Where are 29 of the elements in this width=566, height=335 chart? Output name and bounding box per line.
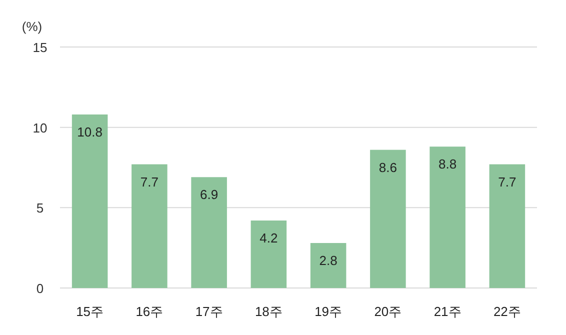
bar [310,243,346,288]
data-label: 8.8 [438,156,457,172]
y-tick-label: 10 [32,120,48,136]
x-tick-label: 21주 [434,304,462,319]
data-label: 7.7 [498,174,516,190]
data-label: 4.2 [260,230,278,246]
bar [430,146,466,288]
bar [250,220,287,288]
data-label: 7.7 [140,174,158,190]
x-tick-label: 16주 [136,304,164,319]
x-tick-label: 18주 [254,304,282,319]
x-tick-label: 22주 [493,304,521,319]
bar [132,164,168,288]
x-tick-label: 20주 [374,304,402,319]
y-tick-label: 0 [36,281,44,296]
y-axis-title: (%) [22,19,42,34]
x-tick-label: 19주 [314,304,342,319]
bar [191,177,227,288]
bar [489,164,526,288]
data-label: 8.6 [378,160,397,175]
y-tick-label: 5 [36,200,44,216]
x-tick-label: 15주 [76,304,104,319]
bar [370,150,406,288]
y-tick-label: 15 [32,40,48,55]
bar [72,114,108,288]
x-tick-label: 17주 [195,304,223,319]
data-label: 2.8 [319,253,338,268]
data-label: 6.9 [200,187,218,202]
data-label: 10.8 [77,124,102,140]
